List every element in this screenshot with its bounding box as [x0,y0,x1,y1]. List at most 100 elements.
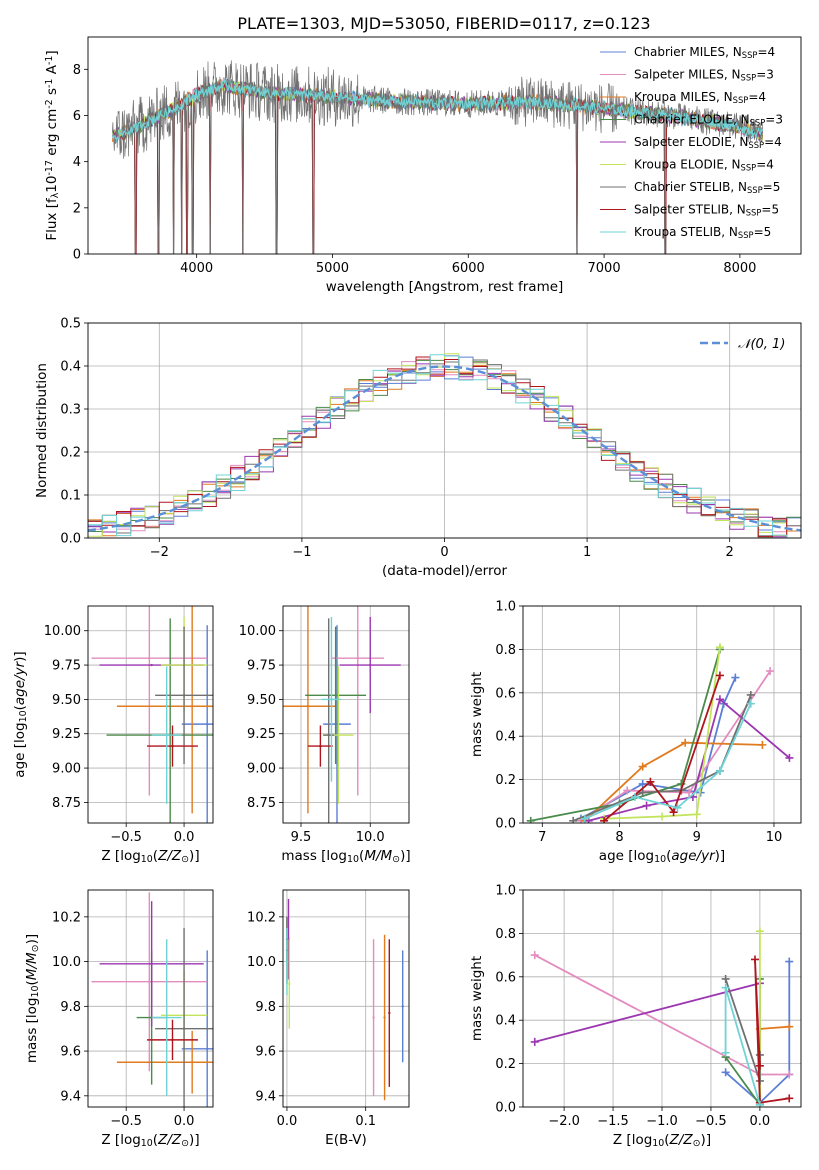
plus-marker [731,673,740,682]
y-tick-label: 9.8 [255,1000,276,1015]
plus-marker [580,814,589,823]
mass-weight-line [725,961,791,1104]
mass-weight-line [604,647,721,820]
legend-entry: Kroupa ELODIE, NSSP=4 [634,158,774,173]
plus-marker [638,779,647,788]
mass-weight-vs-age-panel: 7 8 9 10 0.0 0.2 0.4 0.6 0.8 1.0 age [log10(age/yr… [469,600,802,865]
mass-vs-metallicity-panel: −0.5 0.0 9.4 9.6 9.8 10.0 10.2 Z [log10(Z/Z⊙)] m… [24,889,214,1149]
y-axis-label: mass weight [469,956,485,1041]
y-axis-label: age [log10(age/yr)] [12,651,29,777]
y-tick-label: 0.4 [60,360,81,375]
data-point [285,960,289,963]
plus-marker [623,786,632,795]
data-point [356,656,359,660]
x-axis-label: (data-model)/error [382,563,508,579]
plot-area [283,606,409,823]
marks-layer [283,606,401,823]
x-tick-label: −0.5 [110,1114,142,1129]
plus-marker [530,951,539,960]
y-tick-label: 9.25 [247,727,276,742]
y-tick-label: 0.2 [60,446,81,461]
legend-entry: Salpeter MILES, NSSP=3 [634,68,774,83]
plus-marker [630,792,639,801]
plot-area [283,890,409,1107]
y-tick-label: 0.0 [495,1101,516,1116]
mass-weight-vs-metallicity-panel: −2.0 −1.5 −1.0 −0.5 0.0 0.0 0.2 0.4 0.6 0.8 1.0 Z [… [469,884,802,1149]
x-tick-label: 7 [538,830,546,845]
data-point [334,694,337,697]
data-point [288,982,291,986]
y-tick-label: 9.4 [255,1089,276,1104]
y-tick-label: 0.8 [495,643,516,658]
plus-marker [638,788,647,797]
data-point [206,722,209,726]
data-point [148,656,151,660]
y-tick-label: 9.6 [255,1045,276,1060]
axes-frame [282,889,410,1108]
x-tick-label: 8000 [723,261,756,276]
data-point [171,744,174,748]
plus-marker [715,643,724,652]
x-tick-label: 7000 [588,261,621,276]
age-vs-mass-panel: 9.5 10.0 8.75 9.00 9.25 9.50 9.75 10.00 mass [lo… [239,605,411,865]
data-point [383,1016,386,1019]
legend-entry: 𝒩(0, 1) [738,337,785,352]
x-tick-label: 1 [583,545,591,560]
y-tick-label: 9.4 [60,1089,81,1104]
plus-marker [746,699,755,708]
y-tick-label: 8.75 [52,796,81,811]
x-tick-label: 2 [726,545,734,560]
data-point [401,1005,404,1008]
x-axis-label: Z [log10(Z/Z⊙)] [101,848,199,865]
data-point [165,1016,168,1019]
y-tick-label: 10.2 [52,910,81,925]
plus-marker [750,955,759,964]
plot-area [88,606,213,823]
data-point [372,1016,375,1019]
y-tick-label: 0.8 [495,927,516,942]
y-tick-label: 9.00 [247,762,276,777]
y-tick-label: 0.4 [495,730,516,745]
data-point [306,705,310,708]
y-tick-label: 0.2 [495,773,516,788]
mass-weight-line [603,675,721,822]
x-tick-label: −1.0 [646,1114,678,1129]
mass-weight-line [534,982,761,1043]
legend-entry: Chabrier ELODIE, NSSP=3 [634,113,783,128]
y-tick-label: 0.1 [60,489,81,504]
y-tick-label: 4 [73,155,81,170]
y-tick-label: 0.3 [60,403,81,418]
y-tick-label: 9.75 [247,659,276,674]
x-tick-label: 9 [693,830,701,845]
data-point [335,722,339,726]
mass-weight-line [754,959,790,1104]
legend-entry: Chabrier MILES, NSSP=4 [634,45,775,60]
x-axis-label: Z [log10(Z/Z⊙)] [101,1132,199,1149]
plus-marker [685,788,694,797]
data-point [190,1061,194,1064]
y-tick-label: 2 [73,201,81,216]
normal-reference-curve [88,365,801,532]
plus-marker [646,777,655,786]
data-point [337,733,340,737]
legend-entry: Kroupa STELIB, NSSP=5 [634,225,771,240]
legend-entry: Salpeter STELIB, NSSP=5 [634,203,779,218]
figure-title: PLATE=1303, MJD=53050, FIBERID=0117, z=0… [237,14,650,33]
y-tick-label: 0 [73,248,81,263]
plus-marker [692,810,701,819]
residual-histogram-step [88,354,801,538]
data-point [182,1027,186,1030]
y-tick-label: 9.75 [52,659,81,674]
y-tick-label: 9.8 [60,1000,81,1015]
y-tick-label: 8.75 [247,796,276,811]
residuals-panel: −2 −1 0 1 2 0.0 0.1 0.2 0.3 0.4 0.5 (data-model)/er… [34,317,802,579]
x-tick-label: −0.5 [695,1114,727,1129]
plus-marker [785,753,794,762]
y-tick-label: 0.0 [60,532,81,547]
x-tick-label: 0.1 [355,1114,376,1129]
axes-frame [87,322,802,539]
data-point [369,663,372,667]
x-tick-label: 6000 [452,261,485,276]
plus-marker [638,762,647,771]
